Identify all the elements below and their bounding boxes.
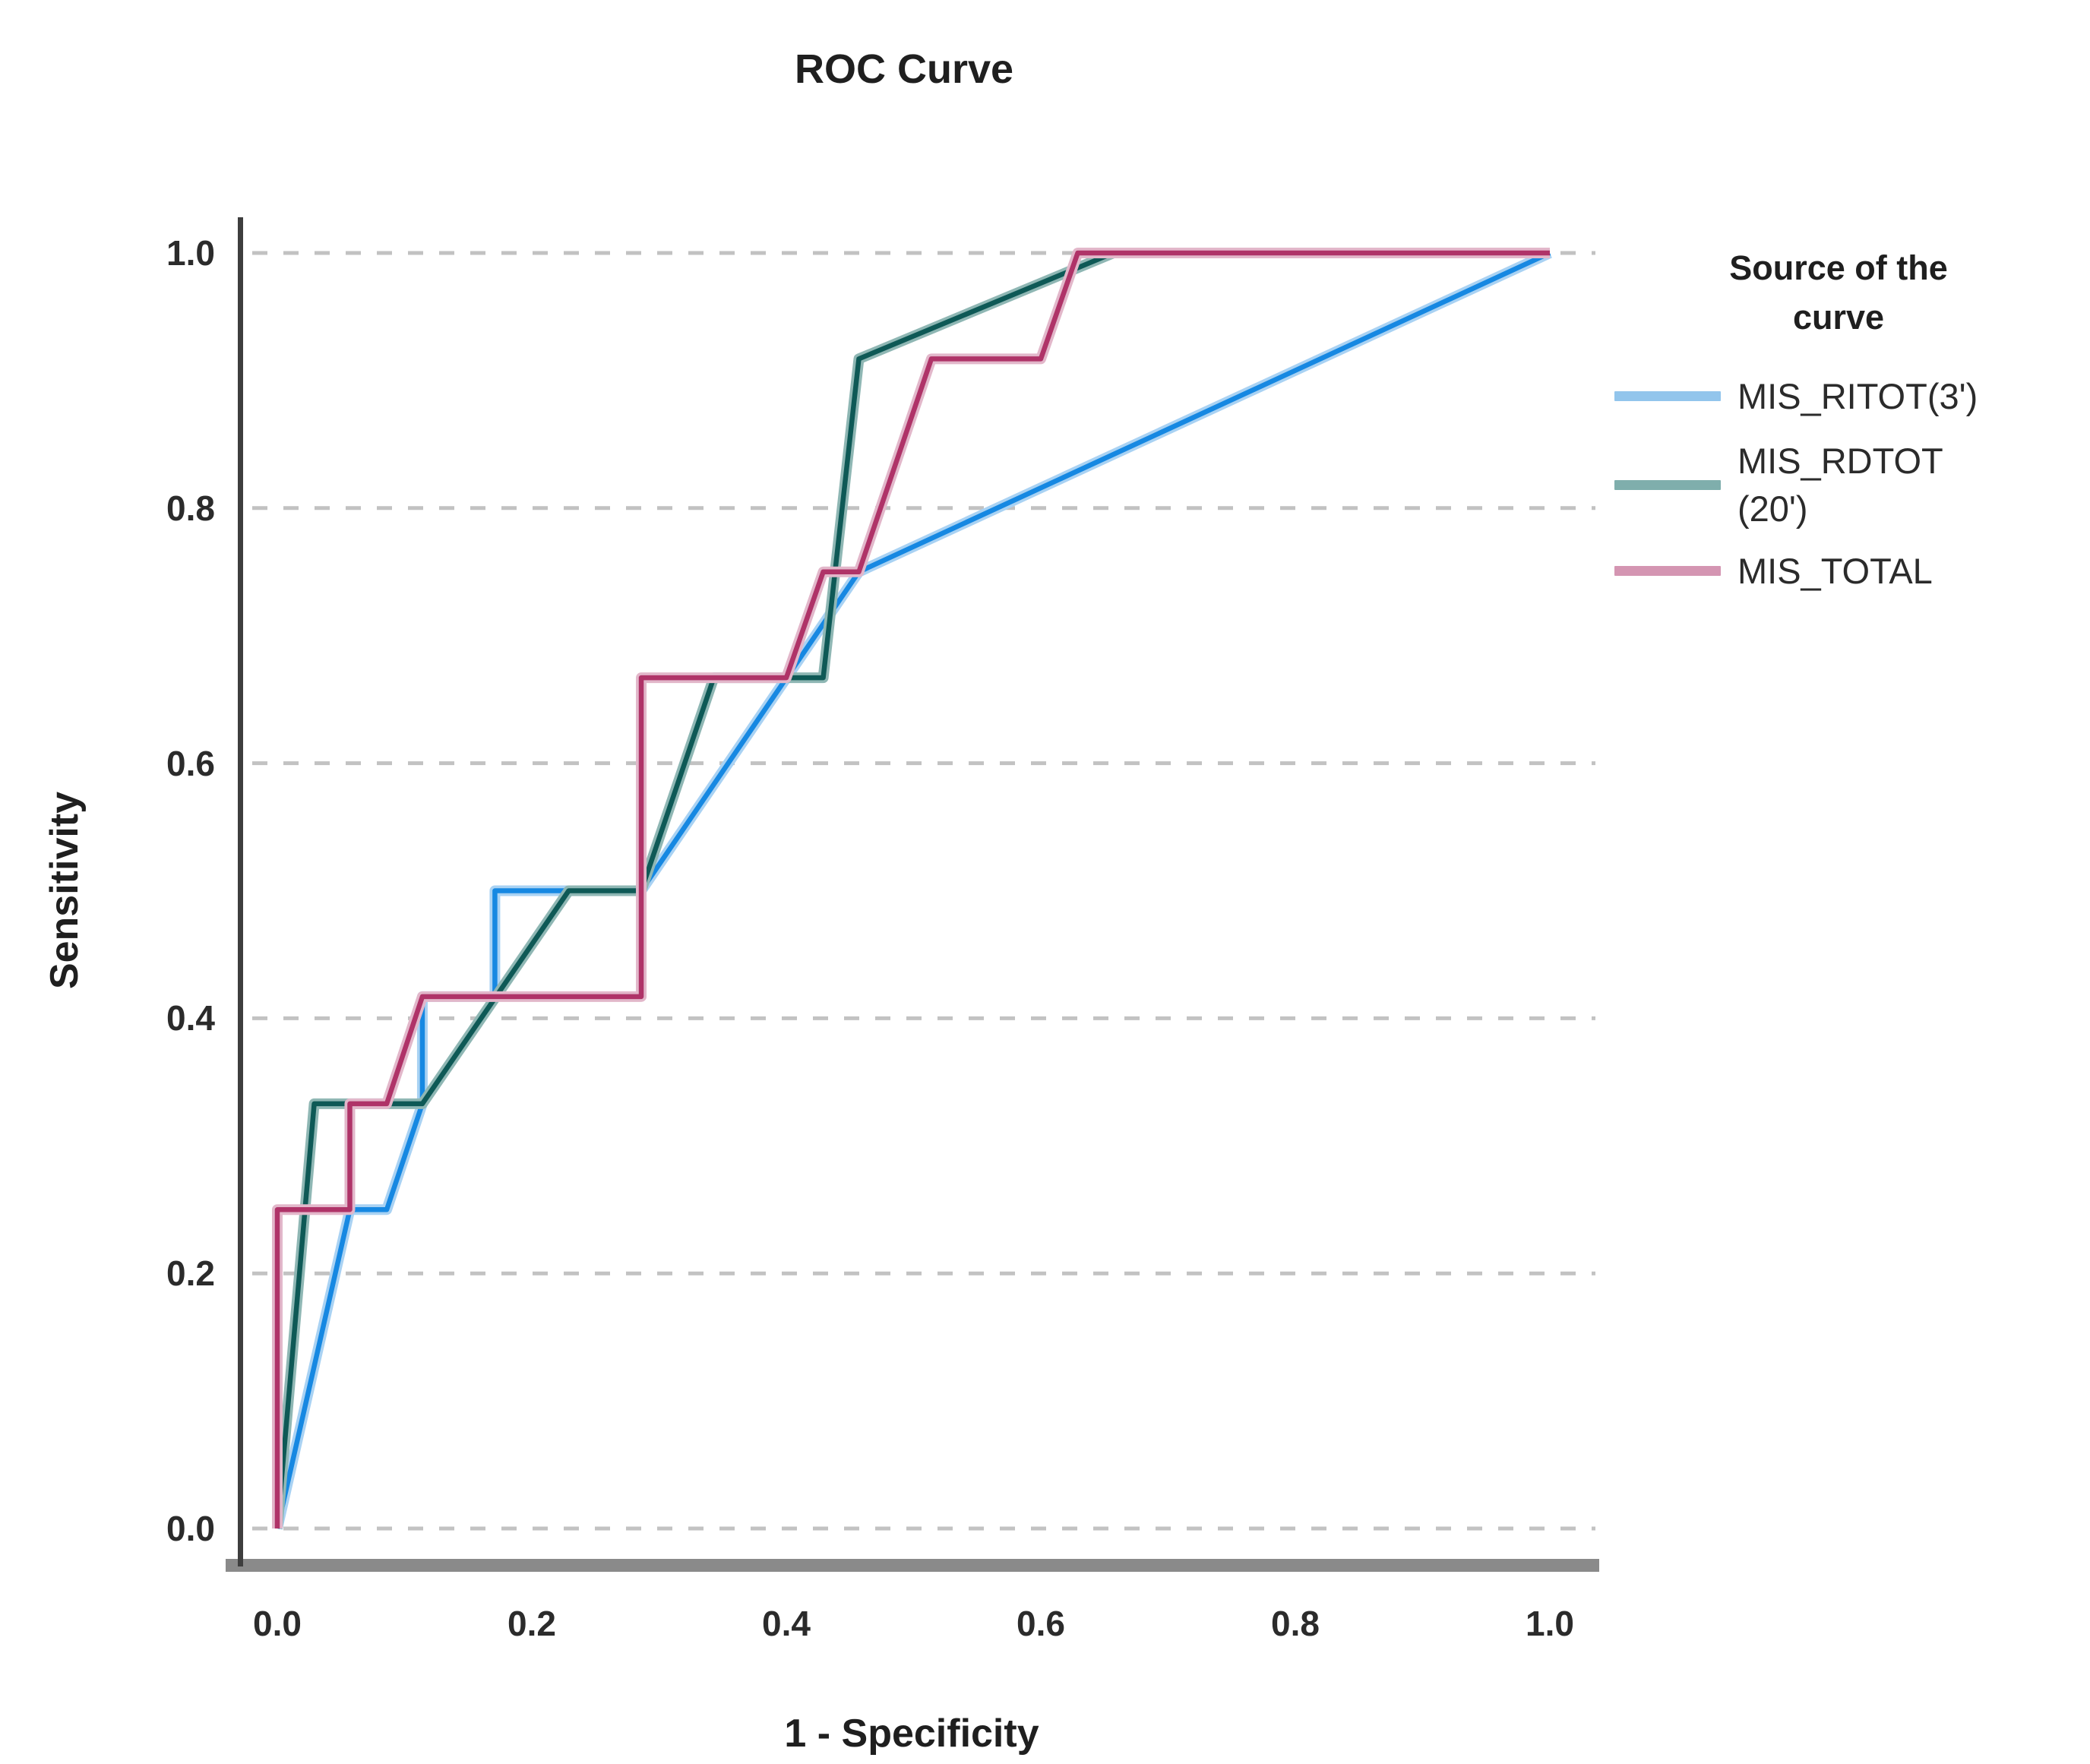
legend-swatch-mis-total	[1614, 566, 1721, 577]
legend-item: MIS_RITOT(3')	[1614, 372, 1978, 420]
roc-curve-halo-MIS_RDTOT(20')	[272, 248, 1550, 1529]
roc-curve-MIS_RITOT(3')	[274, 251, 1551, 1529]
y-tick-label: 0.0	[166, 1509, 215, 1548]
y-tick-label: 1.0	[166, 233, 215, 273]
chart-title: ROC Curve	[794, 46, 1014, 92]
roc-curve-MIS_TOTAL	[274, 250, 1550, 1528]
legend-swatch-mis-rdtot	[1614, 479, 1721, 490]
x-tick-label: 0.0	[253, 1604, 302, 1643]
roc-curve-MIS_RDTOT(20')	[274, 250, 1550, 1529]
legend-item: MIS_TOTAL	[1614, 547, 1933, 595]
legend-item: MIS_RDTOT (20')	[1614, 437, 1943, 533]
legend-item-label: MIS_TOTAL	[1737, 551, 1933, 591]
roc-curve-halo-MIS_TOTAL	[272, 248, 1550, 1528]
legend-swatch-mis-ritot	[1614, 391, 1721, 402]
x-axis-title: 1 - Specificity	[784, 1712, 1039, 1756]
x-tick-label: 0.4	[762, 1604, 811, 1643]
roc-curve-halo-MIS_RITOT(3')	[272, 248, 1552, 1530]
x-tick-label: 0.6	[1017, 1604, 1065, 1643]
x-tick-label: 0.2	[507, 1604, 556, 1643]
legend-item-label: MIS_RDTOT (20')	[1737, 441, 1943, 530]
legend-item-label: MIS_RITOT(3')	[1737, 376, 1978, 416]
y-tick-label: 0.4	[166, 998, 215, 1038]
x-axis-line	[226, 1559, 1599, 1572]
y-tick-label: 0.6	[166, 743, 215, 783]
y-axis-title: Sensitivity	[43, 791, 87, 990]
legend-title: Source of the curve	[1729, 248, 1948, 337]
y-tick-label: 0.2	[166, 1253, 215, 1294]
y-tick-label: 0.8	[166, 488, 215, 528]
x-tick-label: 0.8	[1271, 1604, 1320, 1643]
x-tick-label: 1.0	[1526, 1604, 1574, 1643]
